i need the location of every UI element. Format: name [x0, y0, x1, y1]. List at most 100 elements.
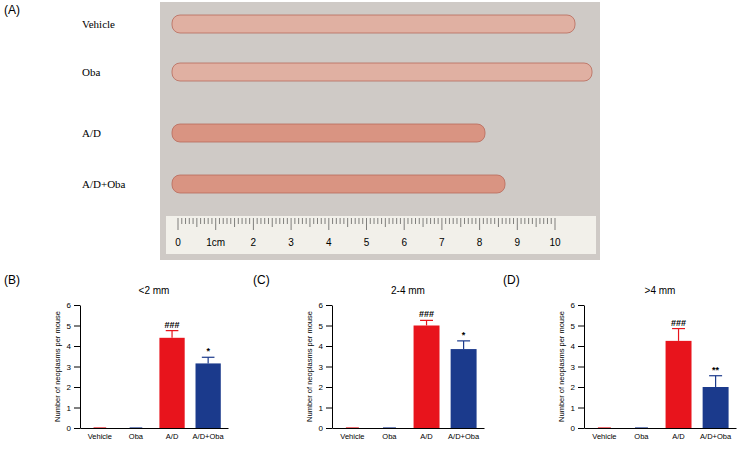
y-tick: 2	[319, 383, 332, 392]
ruler-tick	[215, 218, 216, 230]
x-tick-label: A/D+Oba	[700, 432, 732, 441]
ruler-tick	[392, 218, 393, 224]
colon-specimen	[172, 63, 592, 81]
x-tick: A/D+Oba	[700, 428, 732, 441]
error-bar-cap	[130, 427, 143, 428]
y-tick-mark	[74, 408, 80, 409]
y-tick: 3	[571, 363, 584, 372]
colon-specimen	[172, 124, 485, 142]
error-bar-stem	[678, 329, 679, 341]
y-tick: 1	[571, 404, 584, 413]
y-tick-label: 6	[67, 301, 72, 310]
ruler-tick	[475, 218, 476, 224]
ruler-tick	[468, 218, 469, 224]
y-tick: 2	[67, 383, 80, 392]
error-bar	[672, 329, 685, 341]
ruler-tick	[456, 218, 457, 224]
ruler-tick	[196, 218, 197, 227]
ruler-tick	[362, 218, 363, 224]
ruler-tick	[490, 218, 491, 224]
error-bar	[130, 428, 143, 429]
error-bar-cap	[166, 330, 179, 331]
y-tick-label: 2	[319, 383, 324, 392]
ruler-tick	[400, 218, 401, 224]
row-label: A/D+Oba	[82, 178, 126, 190]
ruler-tick	[242, 218, 243, 224]
error-bar-cap	[420, 320, 433, 321]
ruler-tick	[434, 218, 435, 224]
bar	[666, 341, 692, 428]
ruler-tick	[227, 218, 228, 224]
x-tick: Vehicle	[592, 428, 616, 441]
y-axis-title: Number of neoplasms per mouse	[557, 311, 566, 422]
ruler-tick	[253, 218, 254, 230]
ruler-tick	[181, 218, 182, 224]
error-bar-cap	[672, 328, 685, 329]
x-tick: Vehicle	[340, 428, 364, 441]
y-tick: 0	[571, 424, 584, 433]
ruler-label: 6	[401, 237, 407, 248]
bar	[196, 363, 221, 428]
x-axis: VehicleObaA/DA/D+Oba	[585, 428, 737, 441]
ruler-tick	[547, 218, 548, 224]
ruler-tick	[521, 218, 522, 224]
ruler-label: 10	[549, 237, 561, 248]
y-tick-mark	[74, 346, 80, 347]
significance-label: ###	[165, 320, 180, 330]
bar	[703, 387, 729, 428]
ruler-tick	[317, 218, 318, 224]
ruler-tick	[464, 218, 465, 224]
bar	[87, 428, 112, 429]
ruler-tick	[204, 218, 205, 224]
ruler-tick	[351, 218, 352, 224]
ruler-tick	[234, 218, 235, 227]
ruler-tick	[389, 218, 390, 224]
ruler-tick	[551, 218, 552, 224]
ruler-tick	[249, 218, 250, 224]
bar	[339, 428, 365, 429]
y-tick-label: 0	[319, 424, 324, 433]
x-tick-label: Vehicle	[88, 432, 112, 441]
significance-label: ###	[671, 318, 686, 328]
ruler-tick	[279, 218, 280, 224]
ruler-tick	[430, 218, 431, 224]
ruler-tick	[313, 218, 314, 224]
colon-specimen	[172, 175, 505, 193]
ruler-tick	[441, 218, 442, 230]
y-axis: 0123456	[319, 301, 333, 433]
y-tick: 3	[67, 363, 80, 372]
y-tick-mark	[578, 428, 584, 429]
plot-area	[598, 329, 729, 428]
row-label: Vehicle	[82, 18, 115, 30]
y-tick-mark	[326, 326, 332, 327]
ruler-tick	[381, 218, 382, 224]
ruler-label: 8	[477, 237, 483, 248]
significance-label: ###	[419, 309, 434, 319]
ruler-tick	[283, 218, 284, 224]
ruler-tick	[309, 218, 310, 227]
bar	[376, 428, 402, 429]
ruler-tick	[230, 218, 231, 224]
error-bar	[166, 331, 179, 338]
y-tick: 4	[319, 342, 332, 351]
ruler-tick	[385, 218, 386, 227]
x-tick: A/D+Oba	[193, 428, 225, 441]
ruler-tick	[532, 218, 533, 224]
ruler-tick	[487, 218, 488, 224]
error-bar-cap	[346, 427, 359, 428]
error-bar	[346, 428, 359, 429]
ruler-tick	[189, 218, 190, 224]
x-tick-label: A/D	[672, 432, 685, 441]
ruler-tick	[426, 218, 427, 224]
y-tick-mark	[326, 367, 332, 368]
y-tick-label: 5	[319, 322, 324, 331]
significance-label: *	[462, 330, 466, 340]
error-bar	[457, 341, 470, 349]
x-tick-label: A/D	[420, 432, 433, 441]
chart: (B)<2 mmNumber of neoplasms per mouse012…	[4, 273, 229, 441]
bar	[628, 428, 654, 429]
ruler-label: 4	[326, 237, 332, 248]
ruler-label: 1cm	[206, 237, 225, 248]
ruler-tick	[178, 218, 179, 230]
error-bar	[635, 428, 648, 429]
